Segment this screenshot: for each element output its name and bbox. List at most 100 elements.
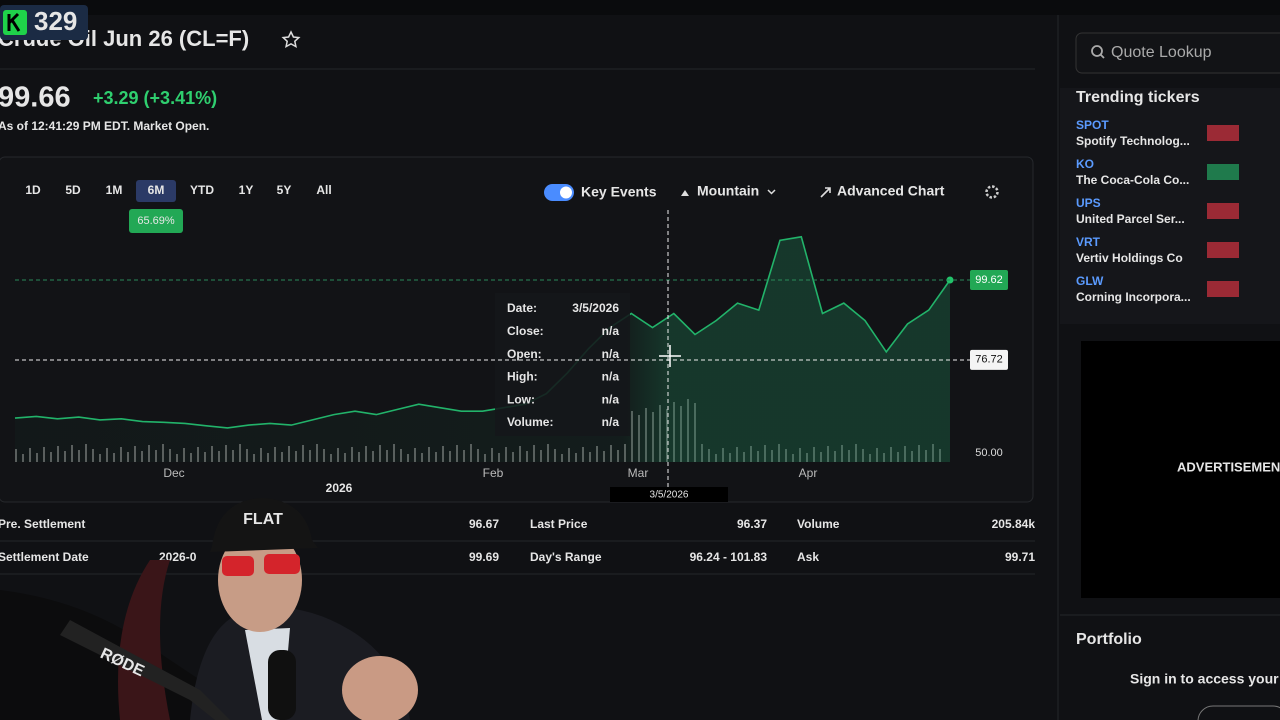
range-button[interactable]: 1Y: [239, 183, 254, 197]
ticker-name: United Parcel Ser...: [1076, 212, 1185, 226]
ticker-name: Spotify Technolog...: [1076, 134, 1190, 148]
stat-value: 205.84k: [992, 517, 1036, 531]
ticker-symbol[interactable]: GLW: [1076, 274, 1104, 288]
stat-label: Pre. Settlement: [0, 517, 85, 531]
glasses: [264, 554, 300, 574]
x-label: Mar: [628, 466, 649, 480]
tooltip-label: Volume:: [507, 415, 553, 429]
range-button[interactable]: 5Y: [277, 183, 292, 197]
ticker-symbol[interactable]: VRT: [1076, 235, 1101, 249]
tooltip: [495, 293, 630, 436]
tooltip-label: Open:: [507, 347, 542, 361]
hand: [342, 656, 418, 720]
price-area: [15, 236, 950, 462]
cap: [210, 498, 318, 552]
tooltip-label: Low:: [507, 392, 535, 406]
ticker-sparkline: [1207, 164, 1239, 180]
ticker-symbol[interactable]: SPOT: [1076, 118, 1109, 132]
tooltip-value: n/a: [602, 415, 620, 429]
tooltip-label: High:: [507, 370, 538, 384]
ticker-symbol[interactable]: UPS: [1076, 196, 1101, 210]
stat-value: 96.24 - 101.83: [690, 550, 768, 564]
cursor: [659, 345, 681, 367]
as-of: As of 12:41:29 PM EDT. Market Open.: [0, 119, 209, 133]
star-button[interactable]: [281, 30, 301, 49]
webcam: FLAT RØDE: [0, 498, 418, 720]
tooltip-value: n/a: [602, 370, 620, 384]
key-events[interactable]: Key Events: [581, 184, 657, 200]
advanced-chart[interactable]: Advanced Chart: [837, 183, 945, 199]
tooltip-value: n/a: [602, 347, 620, 361]
stat-label: Ask: [797, 550, 819, 564]
tooltip-value: n/a: [602, 392, 620, 406]
stat-label: Volume: [797, 517, 840, 531]
y-tick-label: 99.62: [975, 274, 1003, 286]
search-placeholder: Quote Lookup: [1111, 44, 1212, 61]
trending-title: Trending tickers: [1076, 89, 1200, 106]
ticker-symbol[interactable]: KO: [1076, 157, 1094, 171]
y-tick-label: 76.72: [975, 354, 1003, 366]
advertisement: [1081, 341, 1280, 598]
sign-in-text: Sign in to access your: [1130, 671, 1279, 687]
range-change-badge: [129, 209, 183, 233]
x-label: Apr: [799, 466, 818, 480]
settings-icon[interactable]: [985, 185, 999, 199]
search-icon: [1091, 45, 1103, 57]
date-box: [610, 487, 728, 502]
stat-value: 96.37: [737, 517, 767, 531]
range-button[interactable]: 6M: [148, 183, 165, 197]
expand-icon: [820, 187, 831, 198]
tooltip-value: 3/5/2026: [572, 301, 619, 315]
badge-k: [7, 12, 21, 32]
range-change: 65.69%: [137, 215, 175, 227]
x-label: Feb: [483, 466, 504, 480]
x-label: Dec: [163, 466, 184, 480]
ticker-name: Vertiv Holdings Co: [1076, 251, 1183, 265]
year-label: 2026: [326, 481, 353, 495]
price: 99.66: [0, 82, 71, 114]
ticker-sparkline: [1207, 242, 1239, 258]
crosshair-date: 3/5/2026: [650, 490, 689, 501]
range-button[interactable]: YTD: [190, 183, 214, 197]
y-label-box: [970, 270, 1008, 290]
ad-label: ADVERTISEMEN: [1177, 459, 1280, 474]
toggle-knob: [560, 186, 572, 199]
portfolio-title: Portfolio: [1076, 631, 1142, 648]
badge-count: 329: [34, 6, 77, 36]
ticker-sparkline: [1207, 203, 1239, 219]
ticker-name: Corning Incorpora...: [1076, 290, 1191, 304]
y-tick-label: 50.00: [975, 447, 1003, 459]
tooltip-label: Close:: [507, 324, 544, 338]
stat-value: 99.71: [1005, 550, 1035, 564]
stat-label: Day's Range: [530, 550, 602, 564]
range-button[interactable]: All: [316, 183, 331, 197]
search-icon: [1099, 53, 1105, 59]
top-bar: [0, 0, 1280, 15]
mic-arm: [60, 620, 230, 720]
chart-style[interactable]: Mountain: [697, 183, 759, 199]
ticker-name: The Coca-Cola Co...: [1076, 173, 1189, 187]
price-change: +3.29 (+3.41%): [93, 88, 217, 108]
tooltip-value: n/a: [602, 324, 620, 338]
stat-value: 96.67: [469, 517, 499, 531]
glasses: [222, 556, 254, 576]
chevron: [767, 189, 776, 195]
tooltip-label: Date:: [507, 301, 537, 315]
sign-in-button[interactable]: [1197, 705, 1280, 720]
mountain-icon: [681, 190, 689, 196]
trending-panel: [1060, 88, 1280, 324]
cap-text: FLAT: [243, 511, 283, 528]
price-line: [14, 235, 951, 429]
y-label-box: [970, 349, 1008, 370]
range-active: [136, 180, 176, 202]
range-button[interactable]: 5D: [65, 183, 81, 197]
stat-label: Last Price: [530, 517, 588, 531]
ticker-sparkline: [1207, 125, 1239, 141]
search-box[interactable]: [1075, 32, 1280, 74]
range-button[interactable]: 1D: [25, 183, 41, 197]
microphone: [268, 650, 296, 720]
range-button[interactable]: 1M: [106, 183, 123, 197]
stat-value: 99.69: [469, 550, 499, 564]
